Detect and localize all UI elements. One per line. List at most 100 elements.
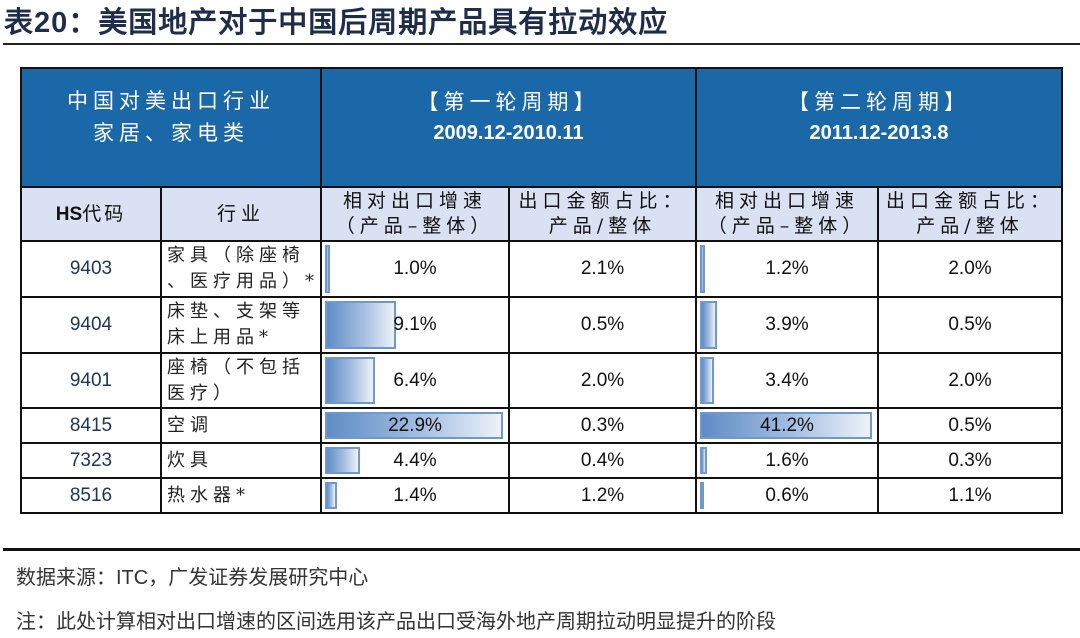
table-row: 7323 炊具 4.4% 0.4% 1.6% 0.3% xyxy=(20,442,1063,479)
c1-growth-cell: 4.4% xyxy=(320,442,510,479)
corner-header: 中国对美出口行业 家居、家电类 xyxy=(20,67,322,188)
table-row: 8415 空调 22.9% 0.3% 41.2% 0.5% xyxy=(20,407,1063,444)
c1-growth-value: 1.0% xyxy=(393,258,437,279)
data-bar xyxy=(700,357,714,404)
industry-line1: 热水器* xyxy=(167,484,250,506)
c1-growth-cell: 1.4% xyxy=(320,477,510,514)
industry-line1: 家具（除座椅 xyxy=(167,245,305,266)
industry-line1: 座椅（不包括 xyxy=(167,356,305,378)
growth-line2: （产品–整体） xyxy=(335,215,495,237)
data-bar xyxy=(700,245,705,293)
share-line2: 产品/整体 xyxy=(548,215,657,237)
c2-growth-value: 41.2% xyxy=(760,414,814,436)
hs-cn: 代码 xyxy=(82,202,127,225)
col-header-c1-share: 出口金额占比： 产品/整体 xyxy=(508,186,697,242)
c2-growth-value: 0.6% xyxy=(765,484,809,506)
cycle-2-range: 2011.12-2013.8 xyxy=(809,121,949,144)
share-line1: 出口金额占比： xyxy=(518,190,687,212)
col-header-c2-growth: 相对出口增速 （产品–整体） xyxy=(695,186,879,242)
c2-share-cell: 0.5% xyxy=(877,407,1063,444)
c2-growth-value: 3.9% xyxy=(765,314,809,335)
hs-code-cell: 9403 xyxy=(20,240,162,298)
column-header-row: HS代码 行业 相对出口增速 （产品–整体） 出口金额占比： 产品/整体 相对出… xyxy=(20,186,1063,242)
share-line1: 出口金额占比： xyxy=(885,190,1054,212)
growth-line2: （产品–整体） xyxy=(707,215,867,237)
cycle-1-label: 【第一轮周期】 xyxy=(417,89,600,114)
industry-cell: 空调 xyxy=(160,407,322,444)
col-header-c2-share: 出口金额占比： 产品/整体 xyxy=(877,186,1063,242)
cycle-1-range: 2009.12-2010.11 xyxy=(433,121,584,144)
data-bar xyxy=(325,412,503,439)
footer-rule xyxy=(3,548,1080,551)
c1-share-cell: 0.4% xyxy=(508,442,697,479)
c2-share-cell: 0.3% xyxy=(877,442,1063,479)
industry-cell: 热水器* xyxy=(160,477,322,514)
table-row: 8516 热水器* 1.4% 1.2% 0.6% 1.1% xyxy=(20,477,1063,514)
industry-line2: 医疗） xyxy=(167,382,236,404)
title-text: ：美国地产对于中国后周期产品具有拉动效应 xyxy=(68,5,669,39)
source-note: 数据来源：ITC，广发证券发展研究中心 xyxy=(16,561,368,590)
data-bar xyxy=(325,301,396,349)
data-bar xyxy=(700,412,872,439)
c1-growth-value: 1.4% xyxy=(393,484,437,506)
c1-growth-cell: 6.4% xyxy=(320,352,510,409)
corner-header-line1: 中国对美出口行业 xyxy=(67,88,275,113)
industry-line2: 、医疗用品）* xyxy=(167,271,319,292)
industry-cell: 家具（除座椅 、医疗用品）* xyxy=(160,240,322,298)
cycle-2-header: 【第二轮周期】 2011.12-2013.8 xyxy=(695,67,1063,188)
c2-share-cell: 1.1% xyxy=(877,477,1063,514)
hs-code-cell: 9404 xyxy=(20,296,162,354)
c2-growth-value: 3.4% xyxy=(765,369,809,391)
col-header-hs-code: HS代码 xyxy=(20,186,162,242)
title-prefix: 表 xyxy=(4,5,35,39)
export-table: 中国对美出口行业 家居、家电类 【第一轮周期】 2009.12-2010.11 … xyxy=(20,67,1063,514)
c1-growth-value: 6.4% xyxy=(393,369,437,391)
col-header-c1-growth: 相对出口增速 （产品–整体） xyxy=(320,186,510,242)
industry-line1: 床垫、支架等 xyxy=(167,301,305,322)
industry-line1: 炊具 xyxy=(167,449,213,471)
hs-code-cell: 9401 xyxy=(20,352,162,409)
c2-growth-value: 1.6% xyxy=(765,449,809,471)
industry-cell: 床垫、支架等 床上用品* xyxy=(160,296,322,354)
data-bar xyxy=(700,447,707,474)
c1-growth-cell: 1.0% xyxy=(320,240,510,298)
c2-share-cell: 0.5% xyxy=(877,296,1063,354)
industry-cell: 座椅（不包括 医疗） xyxy=(160,352,322,409)
hs-code-cell: 8415 xyxy=(20,407,162,444)
hs-latin: HS xyxy=(55,203,83,225)
c1-growth-value: 22.9% xyxy=(388,414,442,436)
c1-share-cell: 2.0% xyxy=(508,352,697,409)
c1-growth-value: 4.4% xyxy=(393,449,437,471)
industry-line2: 床上用品* xyxy=(167,327,273,348)
footnote: 注：此处计算相对出口增速的区间选用该产品出口受海外地产周期拉动明显提升的阶段 xyxy=(16,609,776,633)
data-bar xyxy=(325,245,330,293)
c2-growth-cell: 3.4% xyxy=(695,352,879,409)
cycle-header-row: 中国对美出口行业 家居、家电类 【第一轮周期】 2009.12-2010.11 … xyxy=(20,67,1063,188)
c1-share-cell: 2.1% xyxy=(508,240,697,298)
c2-growth-cell: 3.9% xyxy=(695,296,879,354)
c1-share-cell: 1.2% xyxy=(508,477,697,514)
table-row: 9404 床垫、支架等 床上用品* 9.1% 0.5% 3.9% 0.5% xyxy=(20,296,1063,354)
data-bar xyxy=(325,482,337,509)
title-underline xyxy=(3,43,1080,45)
c1-growth-value: 9.1% xyxy=(393,314,437,335)
corner-header-line2: 家居、家电类 xyxy=(93,120,249,145)
data-bar xyxy=(700,482,704,509)
industry-line1: 空调 xyxy=(167,414,213,436)
data-bar xyxy=(325,447,360,474)
hs-code-cell: 8516 xyxy=(20,477,162,514)
c2-share-cell: 2.0% xyxy=(877,352,1063,409)
hs-code-cell: 7323 xyxy=(20,442,162,479)
table-row: 9403 家具（除座椅 、医疗用品）* 1.0% 2.1% 1.2% 2.0% xyxy=(20,240,1063,298)
c2-growth-cell: 0.6% xyxy=(695,477,879,514)
growth-line1: 相对出口增速 xyxy=(714,190,859,212)
source-latin: ITC xyxy=(116,567,149,589)
source-prefix: 数据来源： xyxy=(16,565,116,589)
c1-growth-cell: 9.1% xyxy=(320,296,510,354)
growth-line1: 相对出口增速 xyxy=(342,190,487,212)
c2-growth-cell: 1.2% xyxy=(695,240,879,298)
c1-growth-cell: 22.9% xyxy=(320,407,510,444)
title-number: 20 xyxy=(34,7,69,39)
data-bar xyxy=(325,357,375,404)
table-title: 表20：美国地产对于中国后周期产品具有拉动效应 xyxy=(4,2,668,42)
